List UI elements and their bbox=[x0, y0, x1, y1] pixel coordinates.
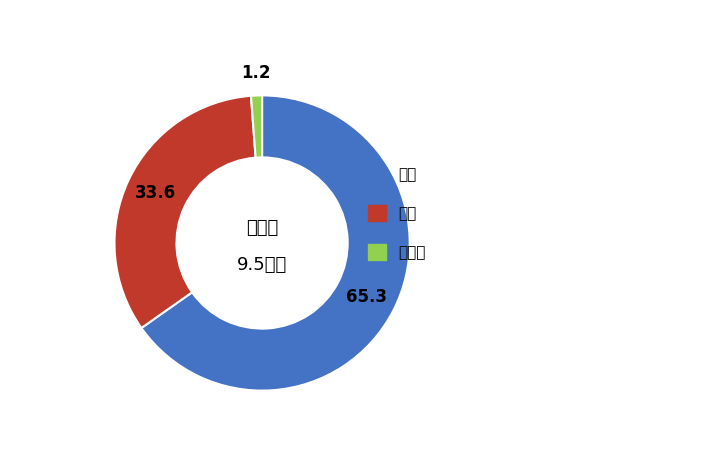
Wedge shape bbox=[141, 95, 410, 391]
Wedge shape bbox=[251, 95, 262, 158]
Text: 65.3: 65.3 bbox=[347, 288, 387, 306]
Text: 総　額: 総 額 bbox=[246, 219, 278, 237]
Text: 33.6: 33.6 bbox=[135, 184, 176, 202]
Wedge shape bbox=[114, 96, 256, 328]
Text: 9.5億円: 9.5億円 bbox=[237, 256, 288, 274]
Legend: 韓国, 中国, その他: 韓国, 中国, その他 bbox=[362, 161, 432, 266]
Text: 1.2: 1.2 bbox=[241, 64, 270, 82]
